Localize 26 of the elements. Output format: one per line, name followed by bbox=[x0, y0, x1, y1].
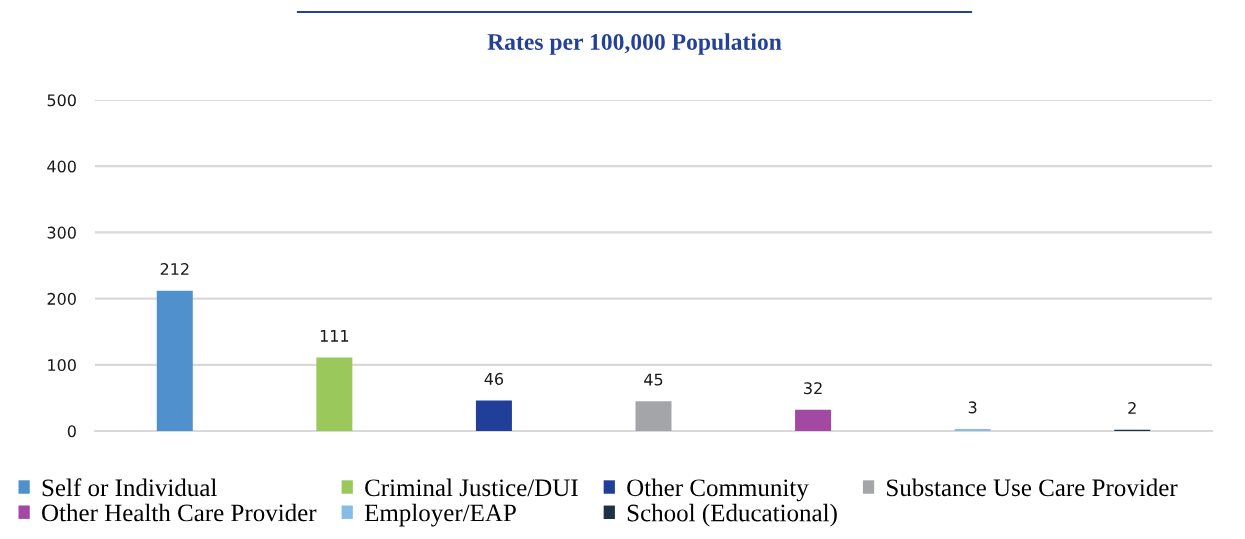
data-label: 212 bbox=[160, 262, 189, 275]
y-tick-label: 400 bbox=[47, 160, 76, 173]
bar bbox=[316, 357, 353, 431]
y-tick-label: 0 bbox=[67, 425, 76, 438]
legend-label: Self or Individual bbox=[42, 478, 217, 497]
bar bbox=[635, 401, 672, 431]
y-tick-label: 500 bbox=[47, 94, 76, 107]
legend-label: Other Community bbox=[627, 478, 809, 502]
legend-label: School (Educational) bbox=[627, 503, 837, 527]
y-tick-label: 300 bbox=[47, 226, 76, 239]
y-tick-label: 200 bbox=[47, 292, 76, 305]
data-label: 45 bbox=[644, 373, 663, 386]
legend-label: Criminal Justice/DUI bbox=[365, 478, 578, 497]
bar bbox=[156, 290, 193, 431]
bar bbox=[475, 400, 512, 431]
data-label: 46 bbox=[484, 372, 504, 385]
y-tick-label: 100 bbox=[48, 359, 76, 372]
bar bbox=[795, 409, 832, 431]
data-label: 32 bbox=[804, 382, 822, 395]
data-label: 111 bbox=[320, 330, 349, 342]
data-label: 2 bbox=[1128, 402, 1136, 414]
legend-label: Employer/EAP bbox=[364, 503, 516, 527]
chart-title: Rates per 100,000 Population bbox=[487, 33, 782, 55]
legend-label: Substance Use Care Provider bbox=[887, 478, 1178, 497]
data-label: 3 bbox=[968, 401, 977, 414]
legend-label: Other Health Care Provider bbox=[42, 503, 317, 522]
